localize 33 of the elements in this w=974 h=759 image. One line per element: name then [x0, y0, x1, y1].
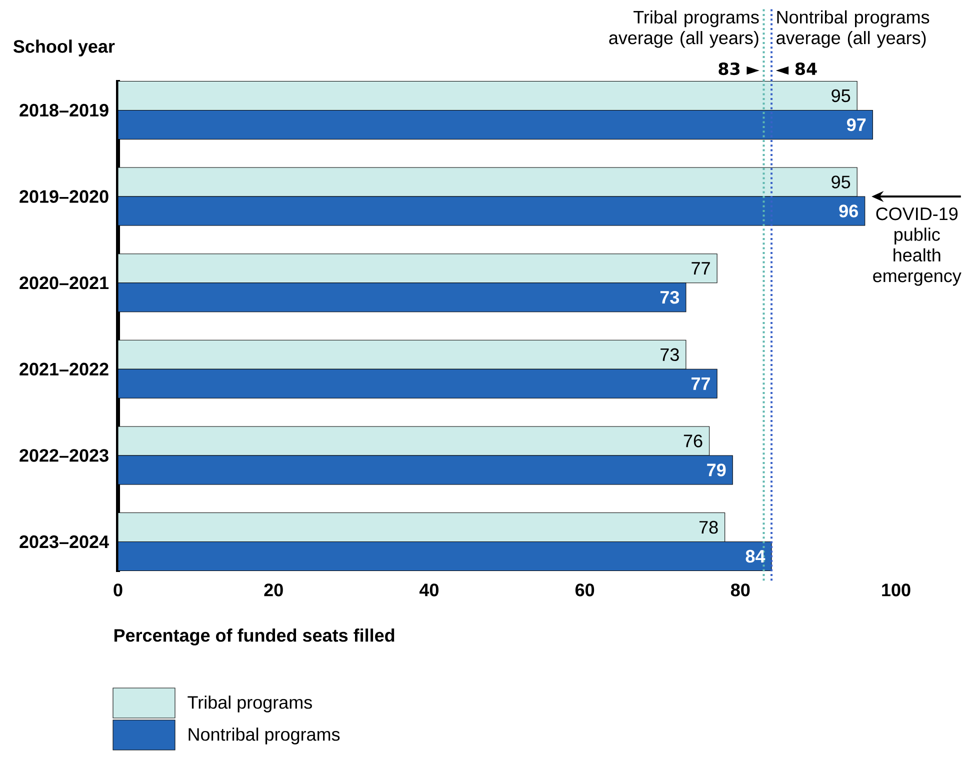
- x-tick-label: 0: [114, 584, 122, 596]
- data-label: 95: [832, 89, 850, 102]
- legend-label: Nontribal programs: [188, 728, 340, 744]
- x-tick-label: 60: [575, 584, 594, 596]
- legend-label: Tribal programs: [188, 696, 312, 712]
- data-label: 73: [660, 290, 680, 304]
- data-label: 77: [692, 262, 710, 275]
- x-tick-label: 100: [882, 584, 910, 596]
- data-label: 78: [699, 520, 718, 534]
- y-axis-title: School year: [13, 40, 115, 56]
- annotation: ◄ 84: [776, 62, 817, 76]
- data-label: 79: [707, 464, 726, 476]
- y-tick-label: 2023–2024: [20, 535, 109, 548]
- y-tick-label: 2018–2019: [20, 104, 108, 117]
- data-label: 96: [839, 204, 858, 218]
- data-label: 73: [660, 348, 679, 362]
- ref-line-label: Nontribal programs average (all years): [776, 10, 930, 48]
- annotation: COVID-19 public health emergency: [873, 207, 962, 286]
- y-tick-label: 2022–2023: [20, 449, 108, 462]
- y-tick-label: 2021–2022: [20, 362, 108, 376]
- y-tick-label: 2019–2020: [20, 190, 108, 203]
- data-label: 84: [746, 550, 766, 563]
- data-label: 77: [692, 377, 710, 390]
- x-tick-label: 20: [264, 584, 283, 596]
- x-tick-label: 80: [730, 584, 750, 596]
- annotation: 83 ►: [718, 62, 760, 76]
- x-axis-title: Percentage of funded seats filled: [114, 628, 394, 646]
- data-label: 97: [847, 118, 866, 132]
- data-label: 76: [684, 434, 702, 448]
- y-tick-label: 2020–2021: [20, 276, 109, 290]
- ref-line-label: Tribal programs average (all years): [609, 10, 759, 48]
- data-label: 95: [832, 176, 850, 188]
- x-tick-label: 40: [419, 584, 438, 596]
